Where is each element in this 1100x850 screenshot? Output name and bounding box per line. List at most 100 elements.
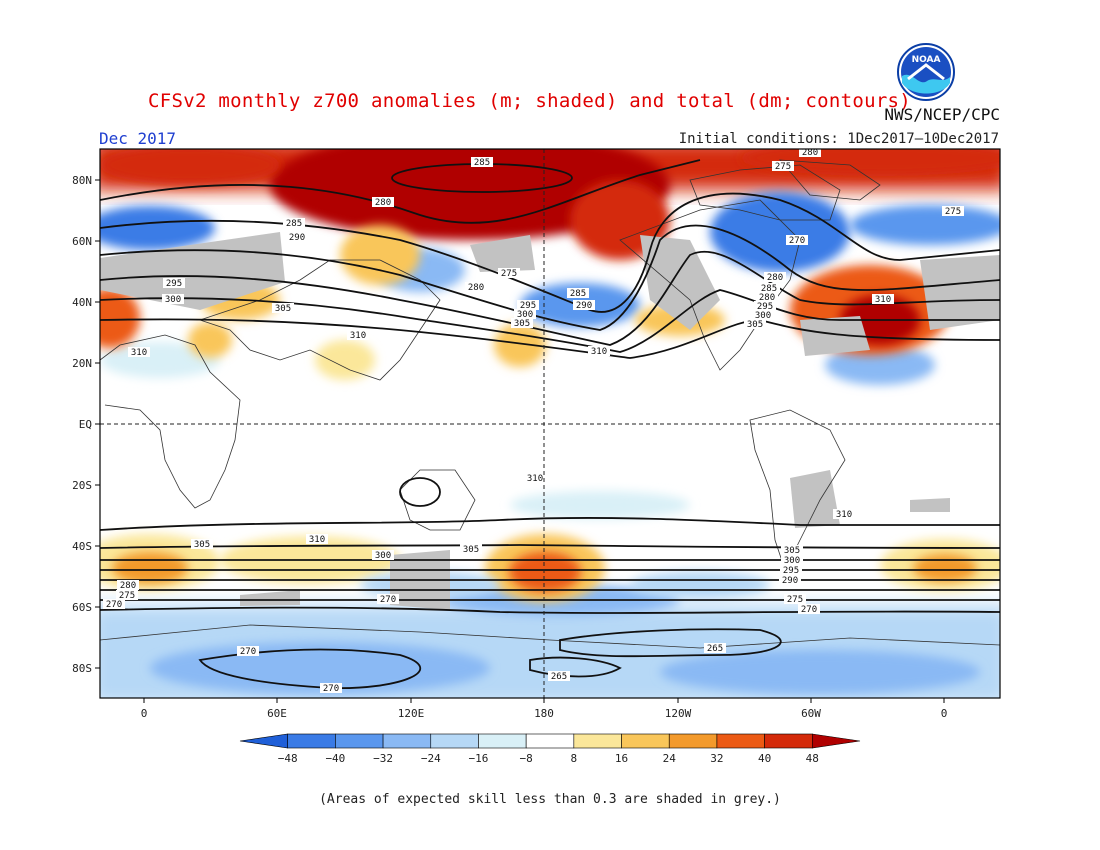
colorbar-label: 8: [571, 752, 578, 765]
contour-label: 285: [570, 289, 586, 299]
contour-label: 310: [131, 348, 147, 358]
contour-label: 295: [520, 301, 536, 311]
colorbar-label: −40: [325, 752, 345, 765]
lon-label: 120W: [665, 707, 692, 720]
colorbar-label: −16: [469, 752, 489, 765]
contour-label: 295: [783, 566, 799, 576]
contour-label: 310: [875, 295, 891, 305]
lon-label: 0: [941, 707, 948, 720]
colorbar-label: 48: [806, 752, 819, 765]
colorbar-swatch: [668, 733, 718, 749]
contour-label: 290: [576, 301, 592, 311]
skill-note: (Areas of expected skill less than 0.3 a…: [319, 792, 781, 807]
map-title: CFSv2 monthly z700 anomalies (m; shaded)…: [148, 90, 912, 112]
contour-label: 285: [761, 284, 777, 294]
contour-label: 280: [120, 581, 136, 591]
contour-label: 305: [514, 319, 530, 329]
lon-label: 60W: [801, 707, 821, 720]
contour-label: 290: [289, 233, 305, 243]
colorbar-label: 16: [615, 752, 628, 765]
lat-label: EQ: [79, 418, 92, 431]
colorbar-swatch: [335, 733, 384, 749]
contour-label: 270: [380, 595, 396, 605]
contour-label: 280: [468, 283, 484, 293]
agency-label: NWS/NCEP/CPC: [884, 105, 1000, 124]
contour-label: 275: [945, 207, 961, 217]
latitude-labels: 80N 60N 40N 20N EQ 20S 40S 60S 80S: [72, 174, 92, 675]
contour-label: 305: [194, 540, 210, 550]
colorbar-label: −24: [421, 752, 441, 765]
contour-label: 280: [767, 273, 783, 283]
contour-label: 270: [240, 647, 256, 657]
colorbar-swatch: [430, 733, 479, 749]
height-contours: [100, 159, 1000, 690]
colorbar-swatch: [812, 733, 861, 749]
contour-label: 310: [527, 474, 543, 484]
colorbar-swatch: [764, 733, 813, 749]
contour-label: 305: [747, 320, 763, 330]
coastlines: [100, 159, 1000, 649]
contour-label: 275: [787, 595, 803, 605]
contour-label: 265: [707, 644, 723, 654]
noaa-logo-icon: NOAA: [897, 43, 955, 101]
lon-label: 120E: [398, 707, 425, 720]
contour-label: 305: [275, 304, 291, 314]
contour-label: 280: [759, 293, 775, 303]
lat-label: 60N: [72, 235, 92, 248]
colorbar-swatch: [478, 733, 527, 749]
colorbar-label: −32: [373, 752, 393, 765]
contour-label: 295: [166, 279, 182, 289]
logo-text: NOAA: [912, 55, 941, 65]
contour-label: 285: [286, 219, 302, 229]
lat-label: 60S: [72, 601, 92, 614]
contour-label: 310: [591, 347, 607, 357]
initial-conditions: Initial conditions: 1Dec2017–10Dec2017: [678, 131, 999, 147]
contour-label: 280: [375, 198, 391, 208]
contour-label: 295: [757, 302, 773, 312]
contour-label: 310: [836, 510, 852, 520]
contour-label: 270: [323, 684, 339, 694]
contour-label: 290: [782, 576, 798, 586]
contour-label: 275: [119, 591, 135, 601]
lat-label: 80S: [72, 662, 92, 675]
contour-label: 310: [350, 331, 366, 341]
contour-label: 300: [165, 295, 181, 305]
contour-label: 300: [755, 311, 771, 321]
contour-label: 300: [517, 310, 533, 320]
contour-label: 275: [501, 269, 517, 279]
colorbar-label: 40: [758, 752, 771, 765]
lat-label: 40N: [72, 296, 92, 309]
contour-label: 310: [309, 535, 325, 545]
axis-ticks: [95, 179, 945, 703]
colorbar-swatch: [621, 733, 670, 749]
colorbar-swatch: [239, 733, 288, 749]
contour-label: 305: [784, 546, 800, 556]
colorbar: −48 −40 −32 −24 −16 −8 8 16 24 32 40 48: [239, 733, 861, 765]
colorbar-swatch: [573, 733, 622, 749]
contour-label: 270: [789, 236, 805, 246]
colorbar-swatch: [716, 733, 765, 749]
lat-label: 40S: [72, 540, 92, 553]
colorbar-label: −8: [520, 752, 533, 765]
colorbar-swatch: [287, 733, 336, 749]
contour-label: 270: [106, 600, 122, 610]
lon-label: 180: [534, 707, 554, 720]
longitude-labels: 0 60E 120E 180 120W 60W 0: [141, 707, 948, 720]
colorbar-label: −48: [278, 752, 298, 765]
contour-label: 275: [775, 162, 791, 172]
contour-label: 305: [463, 545, 479, 555]
lat-label: 20N: [72, 357, 92, 370]
contour-label: 280: [802, 148, 818, 158]
contour-label: 285: [474, 158, 490, 168]
colorbar-label: 32: [710, 752, 723, 765]
anomaly-shading: [100, 149, 1000, 698]
contour-label: 300: [784, 556, 800, 566]
contour-label: 270: [801, 605, 817, 615]
contour-label: 265: [551, 672, 567, 682]
contour-label: 300: [375, 551, 391, 561]
colorbar-swatch: [525, 733, 575, 749]
forecast-month: Dec 2017: [99, 129, 177, 148]
lon-label: 60E: [267, 707, 287, 720]
lat-label: 80N: [72, 174, 92, 187]
